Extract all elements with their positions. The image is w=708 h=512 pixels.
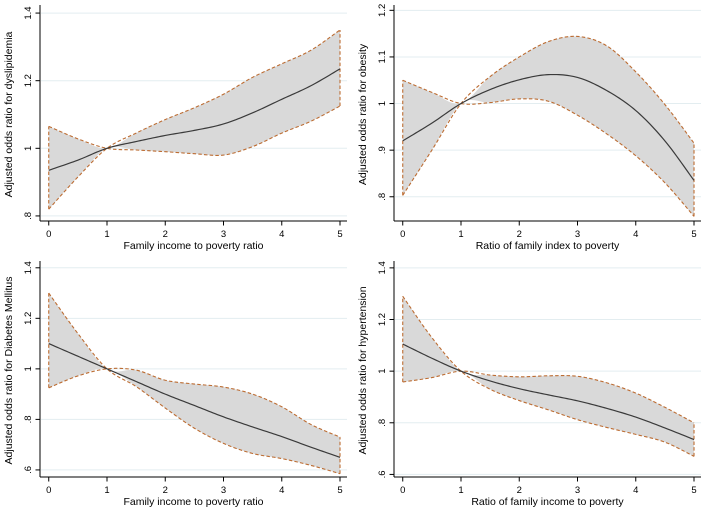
y-axis-title: Adjusted odds ratio for dyslipidemia [3, 31, 15, 197]
x-tick-label: 5 [691, 229, 696, 240]
odds-ratio-line [402, 343, 695, 441]
x-tick-label: 3 [221, 229, 226, 240]
x-tick-label: 1 [104, 229, 109, 240]
ci-band [402, 36, 695, 217]
y-tick-label: 1.2 [377, 4, 388, 17]
x-tick-label: 3 [575, 485, 580, 496]
x-tick-label: 4 [279, 485, 284, 496]
ci-boundary-line [48, 105, 341, 156]
x-tick-label: 2 [517, 229, 522, 240]
x-axis-title: Ratio of family income to poverty [471, 496, 624, 508]
y-axis-title: Adjusted odds ratio for obesity [357, 43, 369, 185]
y-tick-label: .8 [23, 212, 34, 220]
panel-diabetes-mellitus: .6 .8 1 1.2 1.4 0 1 2 3 4 5 Family income to povert… [0, 256, 354, 512]
x-tick-label: 0 [400, 485, 405, 496]
x-tick-label: 2 [163, 229, 168, 240]
y-tick-label: .8 [377, 193, 388, 201]
ci-boundary-line [48, 292, 341, 475]
y-tick-labels: .6 .8 1 1.2 1.4 [377, 261, 394, 478]
y-tick-label: 1.4 [23, 6, 34, 19]
y-tick-label: 1 [377, 101, 388, 106]
ci-band [48, 293, 341, 474]
x-tick-label: 1 [104, 485, 109, 496]
y-tick-label: 1.4 [377, 261, 388, 274]
x-tick-label: 5 [337, 485, 342, 496]
x-tick-label: 3 [221, 485, 226, 496]
y-axis-title: Adjusted odds ratio for hypertension [357, 286, 369, 454]
ci-band [402, 296, 695, 457]
x-tick-label: 2 [163, 485, 168, 496]
x-tick-label: 1 [458, 229, 463, 240]
chart-obesity: .8 .9 1 1.1 1.2 0 1 2 3 4 5 Ratio of family index t… [357, 4, 701, 252]
y-tick-label: .8 [23, 415, 34, 423]
x-axis-title: Family income to poverty ratio [123, 240, 263, 252]
x-tick-label: 3 [575, 229, 580, 240]
x-tick-label: 1 [458, 485, 463, 496]
x-tick-label: 4 [633, 485, 638, 496]
x-axis-title: Ratio of family index to poverty [476, 240, 620, 252]
y-tick-label: .6 [23, 466, 34, 474]
chart-diabetes-mellitus: .6 .8 1 1.2 1.4 0 1 2 3 4 5 Family income to povert… [3, 261, 347, 508]
x-tick-label: 2 [517, 485, 522, 496]
y-tick-label: 1.2 [377, 313, 388, 326]
y-axis-title: Adjusted odds ratio for Diabetes Mellitu… [3, 277, 15, 465]
odds-ratio-line [48, 68, 341, 171]
y-tick-label: 1.1 [377, 50, 388, 63]
ci-band [48, 29, 341, 210]
ci-boundary-line [402, 370, 695, 424]
x-tick-label: 5 [337, 229, 342, 240]
panel-obesity: .8 .9 1 1.1 1.2 0 1 2 3 4 5 Ratio of family index t… [354, 0, 708, 256]
ci-boundary-line [48, 29, 341, 210]
x-tick-label: 0 [46, 485, 51, 496]
odds-ratio-line [402, 73, 695, 181]
y-tick-label: .9 [377, 146, 388, 154]
odds-ratio-line [48, 343, 341, 458]
x-tick-labels: 0 1 2 3 4 5 [400, 221, 697, 240]
ci-boundary-line [402, 295, 695, 457]
y-tick-label: .6 [377, 470, 388, 478]
y-tick-label: 1 [23, 366, 34, 371]
y-tick-label: .8 [377, 419, 388, 427]
panel-dyslipidemia: .8 1 1.2 1.4 0 1 2 3 4 5 Family income to poverty … [0, 0, 354, 256]
ci-boundary-line [402, 35, 695, 196]
chart-dyslipidemia: .8 1 1.2 1.4 0 1 2 3 4 5 Family income to poverty … [3, 5, 347, 252]
chart-hypertension: .6 .8 1 1.2 1.4 0 1 2 3 4 5 Ratio of family income … [357, 261, 701, 508]
x-tick-label: 5 [691, 485, 696, 496]
x-tick-label: 0 [400, 229, 405, 240]
panel-hypertension: .6 .8 1 1.2 1.4 0 1 2 3 4 5 Ratio of family income … [354, 256, 708, 512]
x-tick-label: 4 [279, 229, 284, 240]
y-tick-label: 1.2 [23, 74, 34, 87]
y-tick-labels: .8 .9 1 1.1 1.2 [377, 4, 394, 201]
y-tick-label: 1 [377, 369, 388, 374]
y-tick-label: 1.2 [23, 312, 34, 325]
x-axis-title: Family income to poverty ratio [123, 496, 263, 508]
ci-boundary-line [402, 79, 695, 217]
ci-boundary-line [48, 367, 341, 438]
x-tick-label: 0 [46, 229, 51, 240]
x-tick-label: 4 [633, 229, 638, 240]
x-tick-labels: 0 1 2 3 4 5 [46, 221, 343, 240]
x-tick-labels: 0 1 2 3 4 5 [46, 477, 343, 496]
y-tick-label: 1 [23, 146, 34, 151]
y-tick-labels: .6 .8 1 1.2 1.4 [23, 261, 40, 474]
x-tick-labels: 0 1 2 3 4 5 [400, 477, 697, 496]
y-tick-label: 1.4 [23, 261, 34, 274]
y-tick-labels: .8 1 1.2 1.4 [23, 6, 40, 220]
